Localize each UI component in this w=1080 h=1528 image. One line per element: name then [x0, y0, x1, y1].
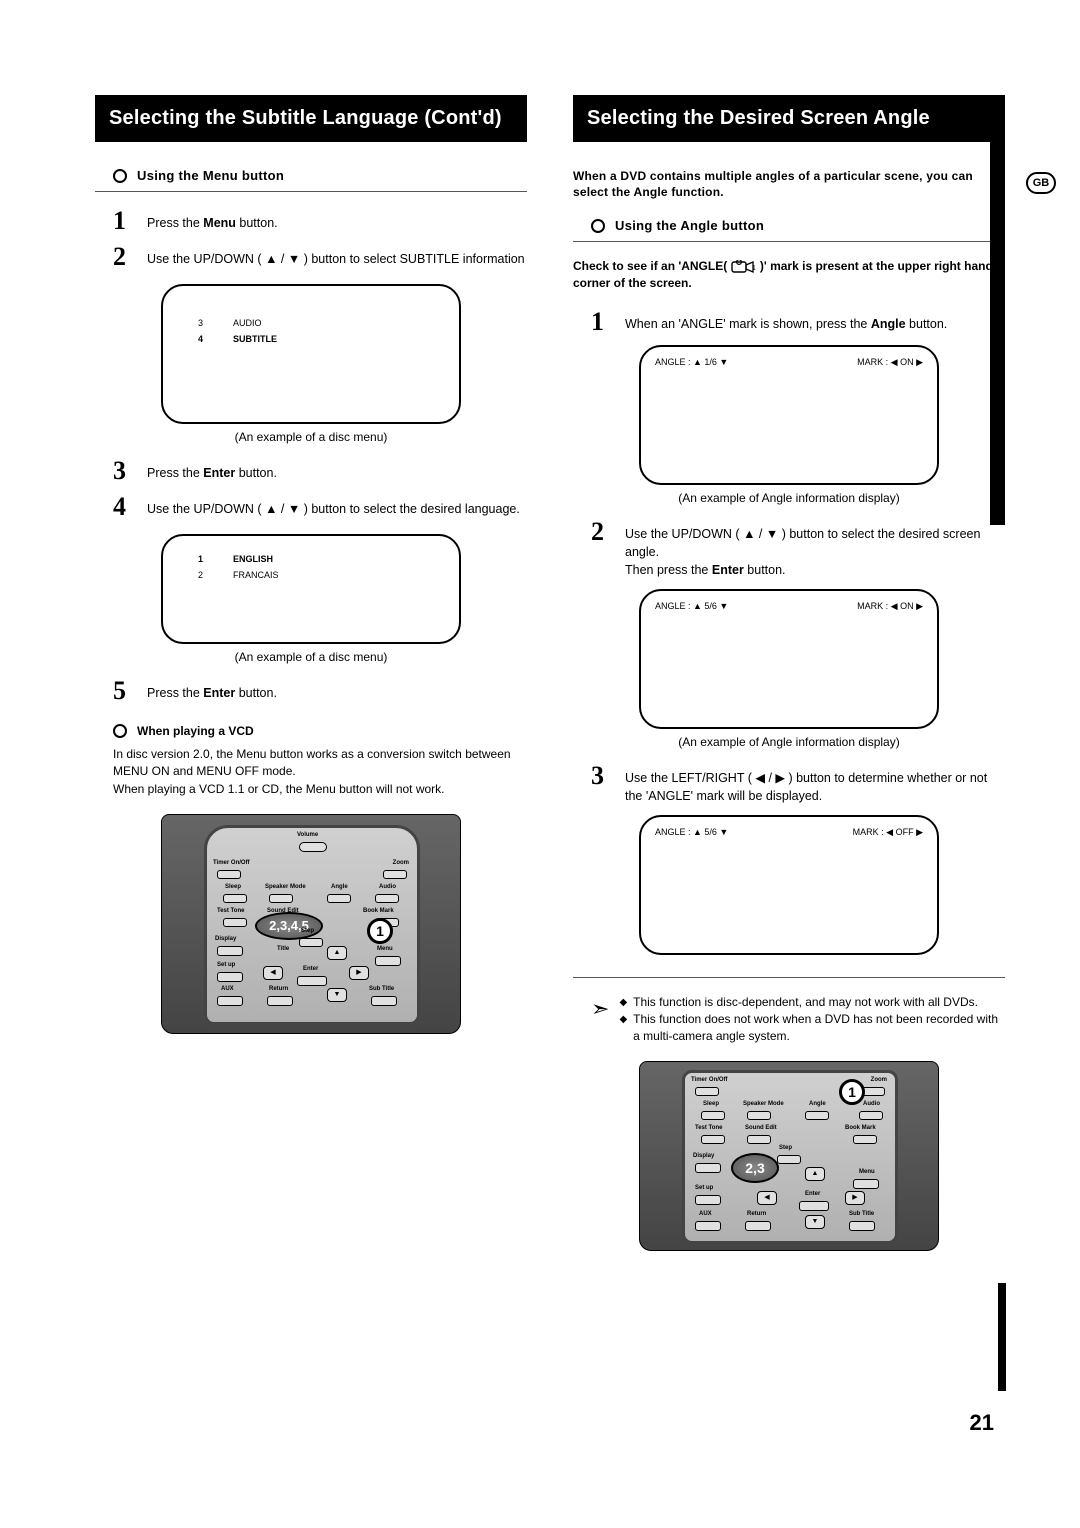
step-3: 3 Press the Enter button. — [113, 458, 527, 484]
note-arrow-icon: ➣ — [591, 994, 609, 1025]
vcd-paragraph: In disc version 2.0, the Menu button wor… — [113, 746, 527, 798]
step-text: Use the LEFT/RIGHT ( ◀ / ▶ ) button to d… — [625, 763, 1005, 805]
tv-screen-subtitle: 3AUDIO 4SUBTITLE — [161, 284, 461, 424]
step-number: 1 — [591, 309, 613, 335]
step-number: 3 — [591, 763, 613, 805]
remote-diagram-right: Timer On/Off Zoom 1 Sleep Speaker Mode A… — [639, 1061, 939, 1251]
tv-caption: (An example of Angle information display… — [573, 491, 1005, 505]
step-text: Use the UP/DOWN ( ▲ / ▼ ) button to sele… — [147, 494, 520, 520]
tv-screen-language: 1ENGLISH 2FRANCAIS — [161, 534, 461, 644]
page-number: 21 — [970, 1410, 994, 1436]
tv-caption: (An example of a disc menu) — [95, 650, 527, 664]
remote-diagram-left: Volume Timer On/Off Zoom Sleep Speaker M… — [161, 814, 461, 1034]
diamond-icon: ◆ — [619, 1011, 627, 1045]
right-title: Selecting the Desired Screen Angle — [573, 95, 1005, 142]
step-text: Press the Menu button. — [147, 208, 278, 234]
step-1: 1 Press the Menu button. — [113, 208, 527, 234]
tv-caption: (An example of Angle information display… — [573, 735, 1005, 749]
left-title: Selecting the Subtitle Language (Cont'd) — [95, 95, 527, 142]
heading-menu-button: Using the Menu button — [113, 168, 527, 183]
right-column: Selecting the Desired Screen Angle When … — [573, 95, 1005, 1251]
step-5: 5 Press the Enter button. — [113, 678, 527, 704]
step-r3: 3 Use the LEFT/RIGHT ( ◀ / ▶ ) button to… — [591, 763, 1005, 805]
heading-text: When playing a VCD — [137, 724, 254, 738]
bullet-icon — [591, 219, 605, 233]
divider — [573, 977, 1005, 978]
step-text: Use the UP/DOWN ( ▲ / ▼ ) button to sele… — [625, 519, 1005, 579]
callout-menu: 1 — [367, 918, 393, 944]
step-number: 3 — [113, 458, 135, 484]
step-text: Press the Enter button. — [147, 678, 277, 704]
svg-text:1: 1 — [752, 265, 756, 272]
page-strip — [998, 1283, 1006, 1391]
step-number: 4 — [113, 494, 135, 520]
camera-angle-icon: 1 — [731, 260, 757, 274]
corner-strip — [990, 95, 1005, 525]
tv-angle-2: ANGLE : ▲ 5/6 ▼MARK : ◀ ON ▶ — [639, 589, 939, 729]
tv-angle-1: ANGLE : ▲ 1/6 ▼MARK : ◀ ON ▶ — [639, 345, 939, 485]
callout-steps: 2,3,4,5 — [255, 912, 323, 940]
note-1: This function is disc-dependent, and may… — [633, 994, 978, 1011]
note-block: ➣ ◆ This function is disc-dependent, and … — [591, 994, 1005, 1044]
heading-angle-button: Using the Angle button — [591, 218, 1005, 233]
divider — [95, 191, 527, 192]
step-number: 5 — [113, 678, 135, 704]
step-text: Use the UP/DOWN ( ▲ / ▼ ) button to sele… — [147, 244, 525, 270]
intro-text: When a DVD contains multiple angles of a… — [573, 168, 1005, 200]
step-text: When an 'ANGLE' mark is shown, press the… — [625, 309, 947, 335]
bullet-icon — [113, 724, 127, 738]
callout-angle: 1 — [839, 1079, 865, 1105]
left-column: Selecting the Subtitle Language (Cont'd)… — [95, 95, 527, 1251]
heading-text: Using the Menu button — [137, 168, 284, 183]
manual-page: GB Selecting the Subtitle Language (Cont… — [0, 0, 1080, 1528]
step-r1: 1 When an 'ANGLE' mark is shown, press t… — [591, 309, 1005, 335]
step-text: Press the Enter button. — [147, 458, 277, 484]
diamond-icon: ◆ — [619, 994, 627, 1011]
callout-nav: 2,3 — [731, 1153, 779, 1183]
step-4: 4 Use the UP/DOWN ( ▲ / ▼ ) button to se… — [113, 494, 527, 520]
step-number: 2 — [591, 519, 613, 579]
heading-vcd: When playing a VCD — [113, 724, 527, 738]
step-number: 2 — [113, 244, 135, 270]
step-2: 2 Use the UP/DOWN ( ▲ / ▼ ) button to se… — [113, 244, 527, 270]
note-2: This function does not work when a DVD h… — [633, 1011, 1005, 1045]
check-text: Check to see if an 'ANGLE( 1 )' mark is … — [573, 258, 1005, 290]
tv-caption: (An example of a disc menu) — [95, 430, 527, 444]
region-badge: GB — [1026, 172, 1056, 194]
tv-angle-3: ANGLE : ▲ 5/6 ▼MARK : ◀ OFF ▶ — [639, 815, 939, 955]
step-r2: 2 Use the UP/DOWN ( ▲ / ▼ ) button to se… — [591, 519, 1005, 579]
step-number: 1 — [113, 208, 135, 234]
bullet-icon — [113, 169, 127, 183]
heading-text: Using the Angle button — [615, 218, 764, 233]
divider — [573, 241, 1005, 242]
